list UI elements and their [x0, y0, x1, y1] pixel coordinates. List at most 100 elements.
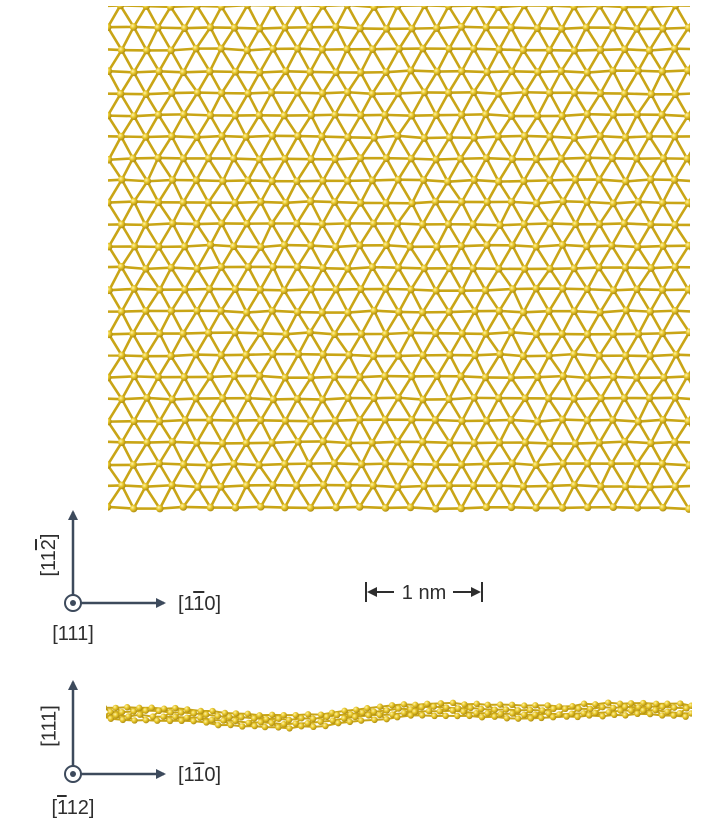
lattice-bond [108, 465, 109, 467]
lattice-atom [179, 154, 188, 163]
lattice-bond [661, 48, 676, 73]
side-atom [317, 718, 324, 725]
lattice-bond [624, 180, 640, 203]
lattice-atom [670, 176, 679, 184]
lattice-bond [422, 179, 437, 203]
lattice-bond [661, 463, 677, 488]
lattice-atom [205, 67, 214, 76]
lattice-bond [611, 397, 626, 421]
side-atom [364, 705, 371, 712]
lattice-atom [356, 24, 364, 33]
lattice-bond [660, 93, 677, 116]
lattice-bond [598, 223, 613, 247]
lattice-bond [409, 332, 425, 357]
lattice-atom [204, 154, 213, 163]
lattice-bond [321, 158, 337, 182]
lattice-atom [495, 438, 504, 447]
lattice-bond [497, 135, 514, 160]
lattice-bond [182, 201, 198, 225]
lattice-bond [713, 356, 720, 376]
lattice-atom [647, 264, 655, 272]
lattice-bond [700, 443, 715, 465]
lattice-bond [623, 440, 639, 465]
lattice-bond [714, 180, 720, 202]
lattice-bond [624, 333, 640, 357]
lattice-atom [533, 112, 542, 120]
lattice-atom [281, 460, 289, 468]
lattice-atom [446, 351, 454, 359]
lattice-atom [205, 416, 214, 424]
lattice-bond [385, 135, 399, 159]
lattice-atom [293, 308, 302, 316]
lattice-atom [609, 503, 618, 511]
lattice-bond [586, 442, 601, 465]
lattice-bond [524, 376, 539, 400]
lattice-bond [156, 26, 173, 52]
lattice-bond [232, 136, 248, 160]
lattice-bond [562, 243, 587, 248]
side-atom [183, 714, 191, 721]
lattice-atom [394, 352, 403, 360]
lattice-atom [685, 461, 690, 470]
lattice-bond [232, 463, 248, 487]
lattice-bond [674, 485, 690, 510]
lattice-bond [534, 464, 552, 487]
lattice-bond [484, 289, 501, 312]
lattice-bond [460, 245, 475, 270]
lattice-bond [309, 331, 335, 336]
lattice-bond [259, 310, 274, 334]
lattice-bond [523, 223, 538, 248]
lattice-bond [221, 180, 237, 204]
lattice-bond [714, 442, 720, 465]
lattice-bond [636, 113, 651, 138]
lattice-bond [108, 246, 110, 251]
lattice-bond [309, 244, 325, 269]
lattice-atom [658, 199, 667, 207]
lattice-bond [686, 64, 690, 72]
lattice-atom [420, 482, 428, 490]
lattice-bond [535, 288, 551, 312]
lattice-atom [595, 175, 603, 184]
lattice-atom [559, 284, 567, 293]
lattice-atom [445, 264, 454, 273]
lattice-atom [381, 285, 390, 293]
lattice-bond [560, 310, 576, 335]
lattice-bond [245, 332, 262, 356]
lattice-bond [713, 6, 720, 28]
lattice-atom [645, 132, 654, 141]
lattice-bond [359, 266, 374, 290]
lattice-atom [496, 221, 504, 230]
lattice-atom [108, 330, 113, 339]
lattice-atom [244, 394, 252, 402]
lattice-bond [448, 332, 464, 356]
lattice-bond [121, 309, 146, 313]
lattice-bond [132, 464, 147, 488]
lattice-bond [398, 396, 423, 401]
lattice-atom [166, 6, 175, 11]
side-atom [622, 712, 629, 719]
lattice-atom [620, 394, 629, 402]
lattice-bond [662, 376, 677, 399]
lattice-atom [508, 459, 517, 468]
side-atom [491, 706, 499, 713]
lattice-atom [534, 68, 542, 76]
lattice-atom [193, 306, 201, 315]
lattice-bond [421, 441, 437, 466]
lattice-bond [511, 441, 527, 465]
side-atom [106, 714, 107, 719]
lattice-bond [374, 134, 398, 140]
lattice-bond [498, 48, 513, 72]
lattice-bond [169, 49, 185, 73]
lattice-atom [633, 25, 641, 33]
lattice-bond [108, 115, 109, 118]
lattice-bond [347, 442, 363, 466]
lattice-atom [368, 45, 377, 53]
lattice-bond [701, 6, 713, 29]
lattice-bond [675, 331, 690, 356]
lattice-bond [259, 180, 274, 203]
lattice-bond [548, 92, 564, 117]
lattice-atom [231, 503, 240, 512]
lattice-atom [282, 67, 290, 76]
lattice-atom [356, 68, 365, 77]
lattice-bond [397, 311, 413, 334]
